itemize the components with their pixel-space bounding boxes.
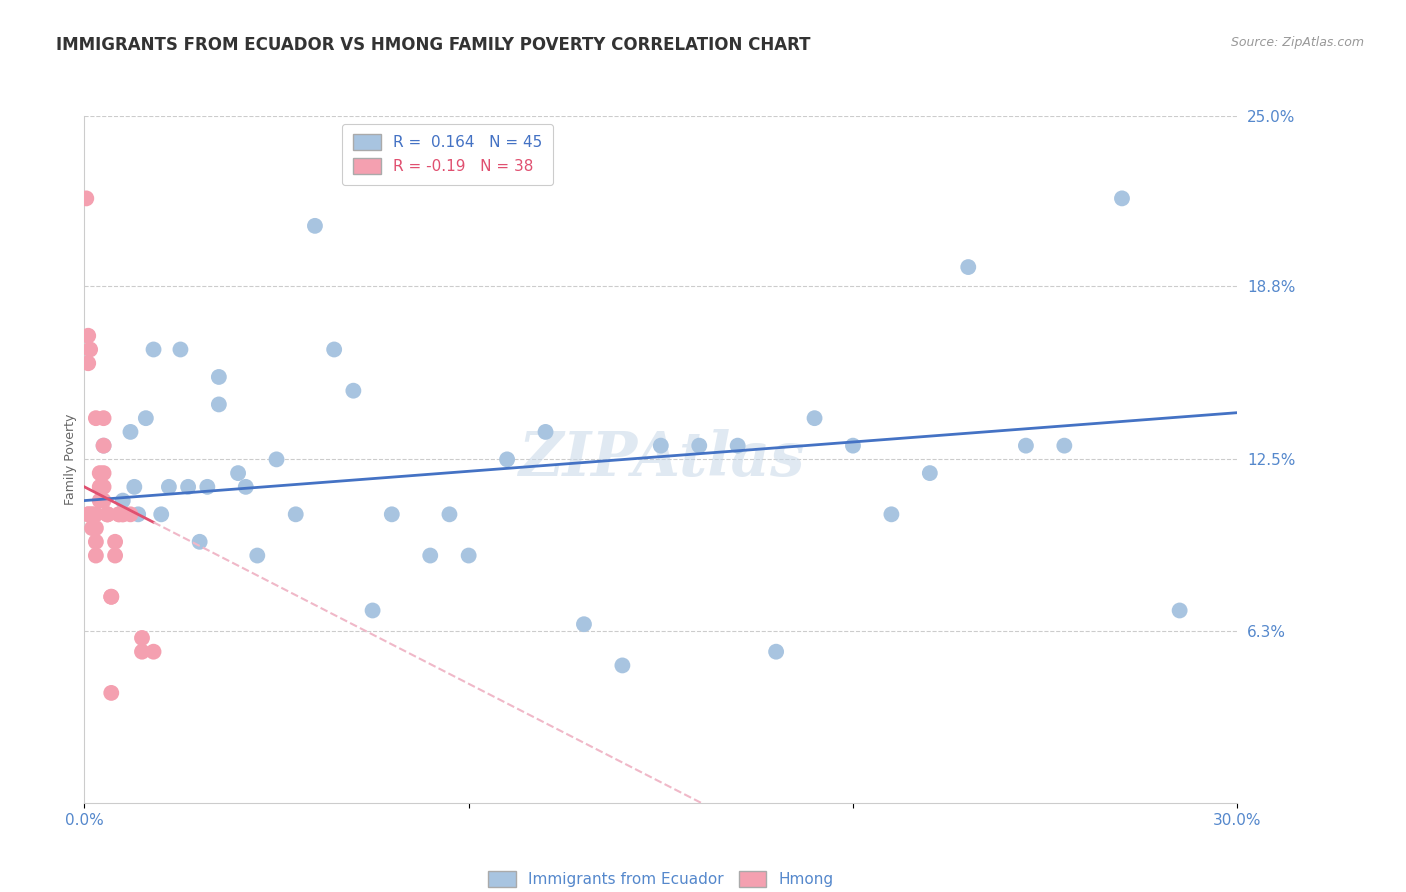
Point [100, 686, 122, 700]
Point [80, 508, 103, 522]
Point [84, 534, 107, 549]
Point [957, 260, 980, 274]
Point [77, 508, 100, 522]
Point [124, 480, 146, 494]
Text: IMMIGRANTS FROM ECUADOR VS HMONG FAMILY POVERTY CORRELATION CHART: IMMIGRANTS FROM ECUADOR VS HMONG FAMILY … [56, 36, 811, 54]
Point [803, 411, 825, 425]
Point [84, 411, 107, 425]
Legend: Immigrants from Ecuador, Hmong: Immigrants from Ecuador, Hmong [479, 862, 842, 892]
Point [108, 508, 131, 522]
Point [188, 534, 211, 549]
Point [612, 658, 634, 673]
Point [1168, 603, 1191, 617]
Point [142, 343, 165, 357]
Point [727, 439, 749, 453]
Point [131, 631, 153, 645]
Point [323, 343, 346, 357]
Point [89, 480, 111, 494]
Point [439, 508, 461, 522]
Point [104, 534, 127, 549]
Point [79, 343, 101, 357]
Point [381, 508, 404, 522]
Point [93, 439, 115, 453]
Point [304, 219, 326, 233]
Point [195, 480, 218, 494]
Point [842, 439, 865, 453]
Point [496, 452, 519, 467]
Point [284, 508, 307, 522]
Point [177, 480, 200, 494]
Point [1111, 191, 1133, 205]
Point [688, 439, 710, 453]
Point [77, 356, 100, 370]
Point [75, 191, 97, 205]
Point [77, 508, 100, 522]
Point [150, 508, 173, 522]
Point [96, 508, 118, 522]
Point [572, 617, 595, 632]
Point [157, 480, 180, 494]
Point [142, 645, 165, 659]
Text: Source: ZipAtlas.com: Source: ZipAtlas.com [1230, 36, 1364, 49]
Point [84, 521, 107, 535]
Point [96, 508, 118, 522]
Point [84, 549, 107, 563]
Point [111, 508, 134, 522]
Point [246, 549, 269, 563]
Point [80, 508, 103, 522]
Point [77, 328, 100, 343]
Point [120, 508, 142, 522]
Point [226, 466, 249, 480]
Point [131, 645, 153, 659]
Point [127, 508, 149, 522]
Point [84, 508, 107, 522]
Point [111, 493, 134, 508]
Y-axis label: Family Poverty: Family Poverty [65, 414, 77, 505]
Point [93, 411, 115, 425]
Point [457, 549, 479, 563]
Point [120, 425, 142, 439]
Point [80, 521, 103, 535]
Point [169, 343, 191, 357]
Point [880, 508, 903, 522]
Point [93, 466, 115, 480]
Point [266, 452, 288, 467]
Point [89, 466, 111, 480]
Point [104, 549, 127, 563]
Point [100, 590, 122, 604]
Point [93, 493, 115, 508]
Point [918, 466, 941, 480]
Point [208, 397, 231, 411]
Point [89, 493, 111, 508]
Point [93, 439, 115, 453]
Point [235, 480, 257, 494]
Point [361, 603, 384, 617]
Point [111, 508, 134, 522]
Point [650, 439, 672, 453]
Point [208, 370, 231, 384]
Point [765, 645, 787, 659]
Point [100, 590, 122, 604]
Point [96, 508, 118, 522]
Point [342, 384, 364, 398]
Point [1053, 439, 1076, 453]
Point [108, 508, 131, 522]
Point [419, 549, 441, 563]
Point [93, 480, 115, 494]
Text: ZIPAtlas: ZIPAtlas [517, 429, 804, 490]
Point [534, 425, 557, 439]
Point [135, 411, 157, 425]
Point [1015, 439, 1038, 453]
